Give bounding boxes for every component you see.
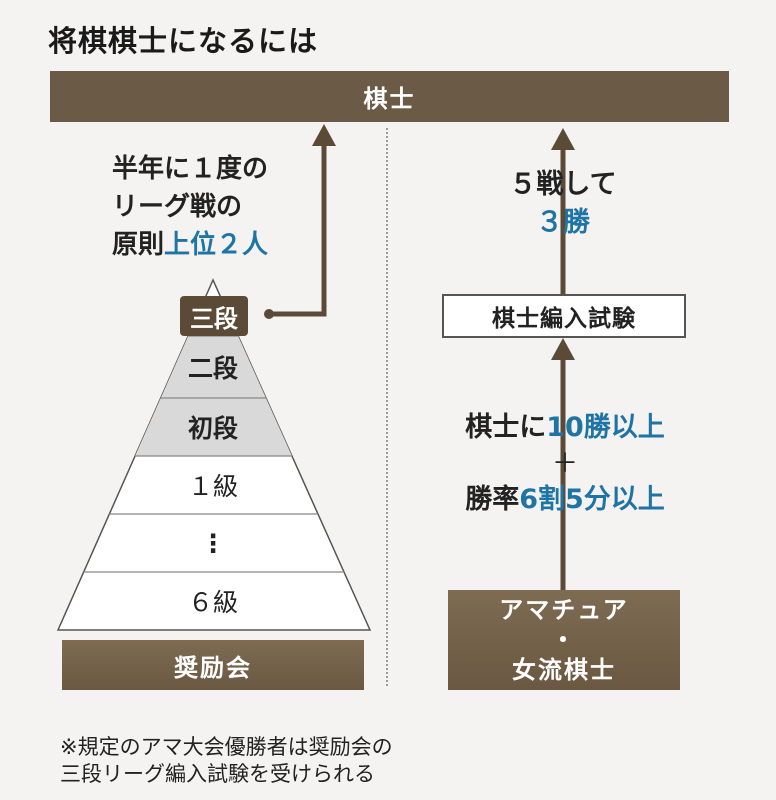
- league-note-line1: 半年に１度の: [112, 154, 269, 184]
- shoreikai-bar: 奨励会: [62, 640, 364, 690]
- condition-2: 勝率6割5分以上: [420, 482, 710, 518]
- right-lower-arrowhead: [551, 338, 575, 360]
- amateur-bar: アマチュア ・ 女流棋士: [448, 590, 680, 690]
- league-note-line3: 原則上位２人: [112, 226, 268, 264]
- center-divider: [386, 128, 388, 686]
- plus-sign: ＋: [551, 449, 578, 479]
- tier-6kyu: ６級: [187, 588, 238, 617]
- amateur-line2: ・: [551, 626, 577, 654]
- footnote-line2: 三段リーグ編入試験を受けられる: [60, 762, 375, 786]
- left-connector-line: [269, 142, 327, 317]
- exam-result-line2: ３勝: [536, 207, 590, 238]
- kishi-top-bar: 棋士: [50, 71, 729, 122]
- exam-conditions: 棋士に10勝以上 ＋ 勝率6割5分以上: [420, 410, 710, 518]
- condition-1-prefix: 棋士に: [465, 412, 547, 443]
- footnote-line1: ※規定のアマ大会優勝者は奨励会の: [60, 735, 393, 759]
- league-note-highlight: 上位２人: [164, 230, 269, 260]
- exam-label: 棋士編入試験: [492, 306, 636, 332]
- shoreikai-label: 奨励会: [174, 653, 252, 682]
- condition-2-prefix: 勝率: [465, 484, 520, 515]
- exam-result-line1: ５戦して: [509, 169, 617, 200]
- tier-shodan: 初段: [187, 414, 238, 443]
- diagram-title: 将棋棋士になるには: [48, 24, 319, 58]
- amateur-line1: アマチュア: [499, 596, 629, 624]
- condition-1-highlight: 10勝以上: [546, 412, 665, 443]
- exam-box: 棋士編入試験: [442, 294, 686, 338]
- tier-nidan: 二段: [187, 354, 238, 383]
- sandan-badge: [180, 296, 248, 336]
- left-arrowhead: [312, 124, 336, 146]
- footnote: ※規定のアマ大会優勝者は奨励会の 三段リーグ編入試験を受けられる: [60, 734, 393, 788]
- condition-2-highlight: 6割5分以上: [519, 484, 665, 515]
- condition-1: 棋士に10勝以上: [420, 410, 710, 446]
- league-note-prefix: 原則: [112, 230, 165, 260]
- tier-sandan: 三段: [190, 304, 238, 333]
- league-note: 半年に１度の リーグ戦の 原則上位２人: [112, 150, 268, 264]
- tier-1kyu: １級: [187, 472, 238, 501]
- league-note-line2: リーグ戦の: [112, 192, 243, 222]
- tier-ellipsis: ⋮: [200, 528, 226, 558]
- amateur-line3: 女流棋士: [512, 656, 616, 684]
- kishi-label: 棋士: [363, 85, 416, 113]
- exam-result-text: ５戦して ３勝: [463, 166, 663, 242]
- right-upper-arrowhead: [551, 128, 575, 150]
